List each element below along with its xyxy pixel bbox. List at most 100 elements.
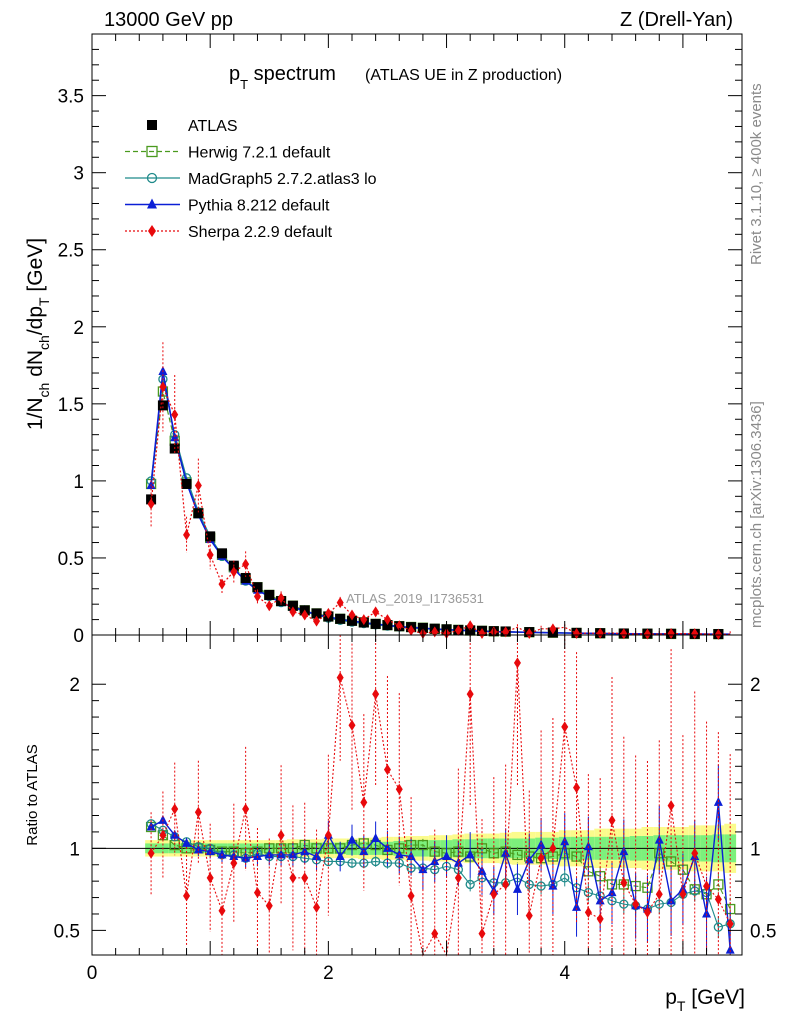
main-point-sherpa (230, 566, 238, 578)
main-point-sherpa (478, 627, 486, 639)
main-ytick-label: 1.5 (58, 395, 84, 416)
ratio-point-pythia (702, 908, 712, 918)
ratio-point-sherpa (301, 872, 309, 884)
main-point-sherpa (691, 628, 699, 640)
main-point-sherpa (549, 623, 557, 635)
ratio-ytick-label: 0.5 (54, 921, 80, 942)
ratio-point-pythia (430, 855, 440, 865)
main-y-axis: 0 0.5 1 1.5 2 2.5 3 3.5 (58, 48, 742, 647)
ratio-y-axis: 0.5 0.5 1 1 2 2 (54, 675, 777, 942)
ratio-point-sherpa (561, 721, 569, 733)
main-line-sherpa (150, 386, 731, 635)
main-ytick-label: 3.5 (58, 87, 84, 108)
ratio-point-sherpa (324, 829, 332, 841)
ratio-point-sherpa (537, 852, 545, 864)
legend-label-herwig: Herwig 7.2.1 default (188, 145, 331, 162)
ratio-ytick-label: 2 (69, 675, 80, 696)
main-point-atlas (240, 572, 251, 583)
main-point-atlas (382, 620, 393, 631)
main-point-sherpa (383, 614, 391, 626)
ratio-point-pythia (442, 851, 452, 861)
main-ytick-label: 2.5 (58, 241, 84, 262)
main-point-sherpa (159, 381, 167, 393)
main-point-sherpa (218, 578, 226, 590)
ratio-point-sherpa (714, 893, 722, 905)
main-point-sherpa (667, 627, 675, 639)
main-point-sherpa (265, 600, 273, 612)
ratio-ytick-label-right: 2 (750, 675, 761, 696)
mcplots-label: mcplots.cern.ch [arXiv:1306.3436] (748, 401, 765, 628)
ratio-point-sherpa (667, 800, 675, 812)
ratio-point-sherpa (147, 847, 155, 859)
main-ytick-label: 0.5 (58, 549, 84, 570)
ratio-point-sherpa (691, 847, 699, 859)
ratio-point-sherpa (478, 928, 486, 940)
ratio-point-pythia (371, 832, 381, 842)
ratio-point-sherpa (395, 783, 403, 795)
main-point-atlas (335, 613, 346, 624)
ratio-point-sherpa (360, 796, 368, 808)
ratio-point-sherpa (242, 803, 250, 815)
ratio-point-sherpa (372, 688, 380, 700)
ratio-point-pythia (252, 851, 262, 861)
ratio-panel-frame (91, 634, 743, 956)
ratio-line-sherpa (150, 662, 731, 957)
main-ytick-label: 2 (73, 318, 84, 339)
main-ytick-label: 1 (73, 472, 84, 493)
ratio-point-sherpa (383, 764, 391, 776)
ratio-point-sherpa (573, 782, 581, 794)
chart-title: pT spectrum (229, 63, 336, 92)
ratio-point-sherpa (525, 910, 533, 922)
ratio-point-madgraph (583, 887, 594, 898)
title-rest: spectrum (248, 63, 336, 85)
ratio-point-sherpa (183, 890, 191, 902)
x-axis-label: pT [GeV] (665, 986, 745, 1014)
main-point-sherpa (147, 498, 155, 510)
main-point-sherpa (643, 628, 651, 640)
main-ytick-label: 3 (73, 164, 84, 185)
rivet-label: Rivet 3.1.10, ≥ 400k events (748, 83, 765, 265)
main-point-sherpa (466, 620, 474, 632)
legend-marker-pythia (147, 198, 157, 209)
main-point-sherpa (336, 597, 344, 609)
main-point-sherpa (573, 627, 581, 639)
ratio-point-pythia (182, 837, 192, 847)
legend-label-atlas: ATLAS (188, 118, 238, 135)
ratio-point-sherpa (407, 890, 415, 902)
ratio-point-madgraph (713, 922, 724, 932)
ratio-point-sherpa (454, 872, 462, 884)
ratio-point-madgraph (465, 879, 475, 890)
ratio-series-sherpa (147, 635, 734, 957)
ratio-point-sherpa (549, 842, 557, 854)
main-point-sherpa (206, 549, 214, 561)
header-right-label: Z (Drell-Yan) (620, 9, 733, 31)
ratio-point-pythia (607, 887, 617, 897)
main-point-sherpa (194, 480, 202, 492)
ratio-ytick-label: 1 (69, 839, 80, 860)
main-point-sherpa (171, 409, 179, 421)
ratio-point-sherpa (466, 688, 474, 700)
ratio-point-sherpa (348, 719, 356, 731)
ratio-point-pythia (382, 842, 392, 852)
ratio-point-sherpa (703, 880, 711, 892)
ratio-point-sherpa (655, 888, 663, 900)
ratio-point-sherpa (313, 901, 321, 913)
ratio-point-sherpa (336, 672, 344, 684)
main-point-atlas (217, 548, 227, 559)
legend-entry-madgraph: MadGraph5 2.7.2.atlas3 lo (125, 171, 377, 188)
main-point-atlas (370, 618, 381, 629)
main-point-sherpa (301, 609, 309, 621)
main-point-atlas (252, 582, 263, 593)
legend-label-pythia: Pythia 8.212 default (188, 198, 330, 215)
ratio-point-herwig (512, 849, 523, 861)
ratio-point-pythia (583, 841, 593, 851)
main-point-atlas (205, 531, 216, 542)
ratio-point-madgraph (536, 881, 546, 891)
main-series-sherpa (147, 342, 731, 640)
main-point-sherpa (714, 628, 722, 640)
main-point-sherpa (253, 590, 261, 602)
main-point-atlas (417, 622, 428, 633)
main-point-atlas (181, 478, 192, 489)
main-point-atlas (157, 400, 168, 411)
main-point-sherpa (277, 592, 285, 604)
